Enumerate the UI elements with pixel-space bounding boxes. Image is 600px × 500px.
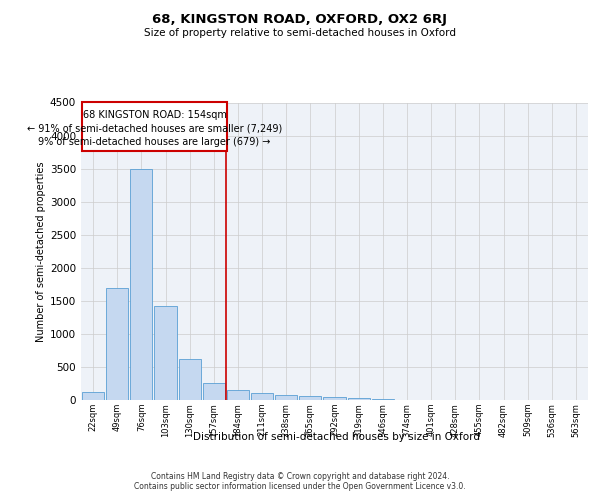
Bar <box>371 398 394 400</box>
Bar <box>82 392 104 400</box>
Bar <box>323 398 346 400</box>
Text: ← 91% of semi-detached houses are smaller (7,249): ← 91% of semi-detached houses are smalle… <box>27 124 282 134</box>
Text: Size of property relative to semi-detached houses in Oxford: Size of property relative to semi-detach… <box>144 28 456 38</box>
Bar <box>130 168 152 400</box>
Bar <box>299 396 322 400</box>
Bar <box>227 390 249 400</box>
Text: 68, KINGSTON ROAD, OXFORD, OX2 6RJ: 68, KINGSTON ROAD, OXFORD, OX2 6RJ <box>152 12 448 26</box>
Bar <box>179 359 201 400</box>
Bar <box>203 383 225 400</box>
Y-axis label: Number of semi-detached properties: Number of semi-detached properties <box>36 161 46 342</box>
Bar <box>106 288 128 400</box>
Text: 68 KINGSTON ROAD: 154sqm: 68 KINGSTON ROAD: 154sqm <box>83 110 227 120</box>
Text: Distribution of semi-detached houses by size in Oxford: Distribution of semi-detached houses by … <box>193 432 479 442</box>
Bar <box>347 398 370 400</box>
Text: Contains HM Land Registry data © Crown copyright and database right 2024.: Contains HM Land Registry data © Crown c… <box>151 472 449 481</box>
Text: 9% of semi-detached houses are larger (679) →: 9% of semi-detached houses are larger (6… <box>38 137 271 147</box>
Bar <box>154 306 176 400</box>
Bar <box>251 394 273 400</box>
Bar <box>275 394 298 400</box>
Text: Contains public sector information licensed under the Open Government Licence v3: Contains public sector information licen… <box>134 482 466 491</box>
FancyBboxPatch shape <box>82 102 227 152</box>
